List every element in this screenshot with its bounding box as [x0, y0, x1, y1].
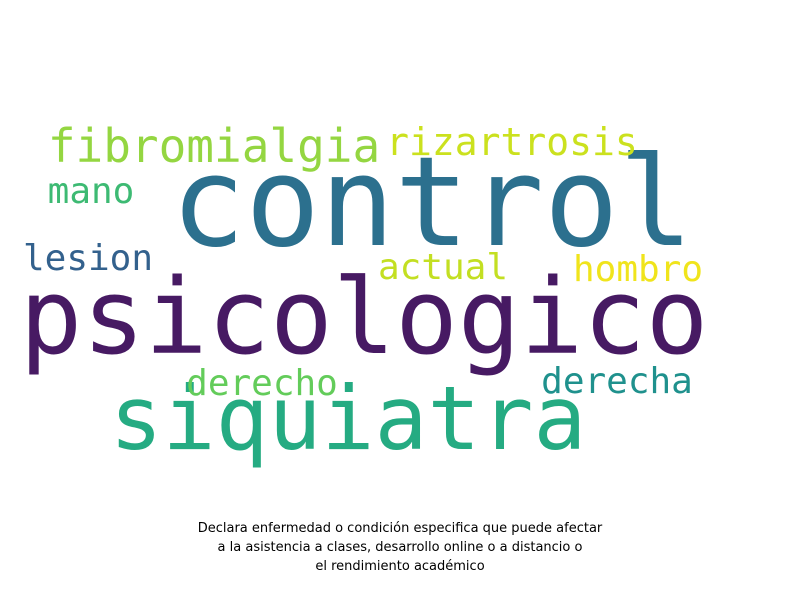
- word-psicologico: psicologico: [20, 256, 709, 378]
- word-fibromialgia: fibromialgia: [48, 119, 380, 173]
- word-actual: actual: [378, 247, 508, 288]
- word-control: control: [171, 131, 694, 275]
- caption-line-2: a la asistencia a clases, desarrollo onl…: [217, 540, 583, 555]
- word-lesion: lesion: [23, 238, 153, 279]
- word-mano: mano: [48, 171, 135, 212]
- caption-line-1: Declara enfermedad o condición especific…: [197, 521, 603, 536]
- caption: Declara enfermedad o condición especific…: [100, 519, 700, 576]
- word-hombro: hombro: [573, 249, 703, 290]
- word-siquiatra: siquiatra: [110, 367, 587, 470]
- caption-line-3: el rendimiento académico: [315, 559, 485, 574]
- word-rizartrosis: rizartrosis: [386, 120, 638, 164]
- word-derecha: derecha: [541, 361, 693, 402]
- word-derecho: derecho: [186, 363, 338, 404]
